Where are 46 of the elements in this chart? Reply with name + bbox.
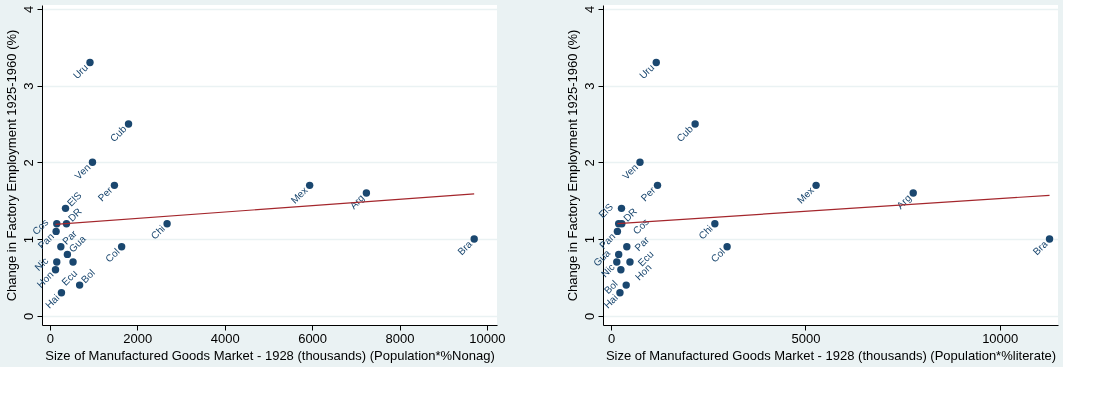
data-label: Mex — [288, 184, 310, 206]
data-label: Uru — [70, 61, 90, 82]
y-tick-label: 4 — [581, 5, 597, 13]
y-tick-label: 0 — [581, 312, 597, 320]
data-label: Chi — [696, 223, 715, 242]
y-tick-label: 2 — [20, 159, 36, 167]
data-label: Col — [708, 246, 728, 265]
y-tick-label: 0 — [20, 312, 36, 320]
data-label: Per — [638, 184, 658, 204]
x-tick-label: 0 — [608, 330, 616, 346]
x-axis-title: Size of Manufactured Goods Market - 1928 (thousands) (Population*%Nonag) — [45, 347, 495, 363]
data-label: Mex — [794, 184, 817, 206]
data-label: Hai — [43, 292, 62, 311]
y-axis-title: Change in Factory Employment 1925-1960 (%) — [564, 29, 580, 302]
y-tick-label: 4 — [20, 5, 36, 13]
data-label: Chi — [148, 223, 168, 242]
x-tick-label: 10000 — [469, 330, 506, 346]
y-tick-label: 1 — [581, 235, 597, 244]
x-tick-label: 5000 — [791, 330, 821, 346]
data-label: Col — [103, 246, 122, 265]
data-label: Arg — [347, 192, 367, 212]
data-label: Arg — [894, 192, 914, 212]
x-axis-title: Size of Manufactured Goods Market - 1928 (thousands) (Population*%literate) — [605, 347, 1057, 363]
data-label: Bra — [455, 238, 475, 258]
y-tick-label: 3 — [581, 82, 597, 90]
x-tick-label: 0 — [46, 330, 54, 346]
data-label: Ven — [620, 161, 640, 182]
data-label: Bra — [1030, 238, 1050, 258]
data-label: Uru — [637, 61, 657, 82]
y-tick-label: 2 — [581, 159, 597, 167]
data-label: Pan — [597, 230, 618, 252]
data-label: Cub — [674, 122, 696, 144]
data-label: Bol — [78, 267, 97, 286]
data-label: Cub — [107, 122, 129, 144]
x-tick-label: 10000 — [982, 330, 1019, 346]
data-label: Ven — [72, 161, 93, 182]
y-tick-label: 3 — [20, 82, 36, 90]
y-tick-label: 1 — [20, 235, 36, 244]
x-tick-label: 6000 — [298, 330, 328, 346]
y-axis-title: Change in Factory Employment 1925-1960 (%) — [3, 29, 19, 302]
data-label: Per — [95, 184, 115, 204]
x-tick-label: 4000 — [210, 330, 240, 346]
x-tick-label: 8000 — [385, 330, 415, 346]
x-tick-label: 2000 — [123, 330, 153, 346]
data-label: Ecu — [59, 267, 80, 288]
data-label: ElS — [596, 201, 616, 221]
